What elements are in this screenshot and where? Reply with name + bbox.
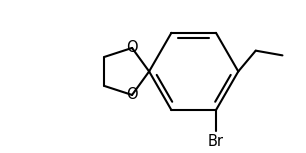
Text: O: O bbox=[126, 40, 138, 55]
Text: Br: Br bbox=[208, 134, 224, 149]
Text: O: O bbox=[126, 88, 138, 103]
